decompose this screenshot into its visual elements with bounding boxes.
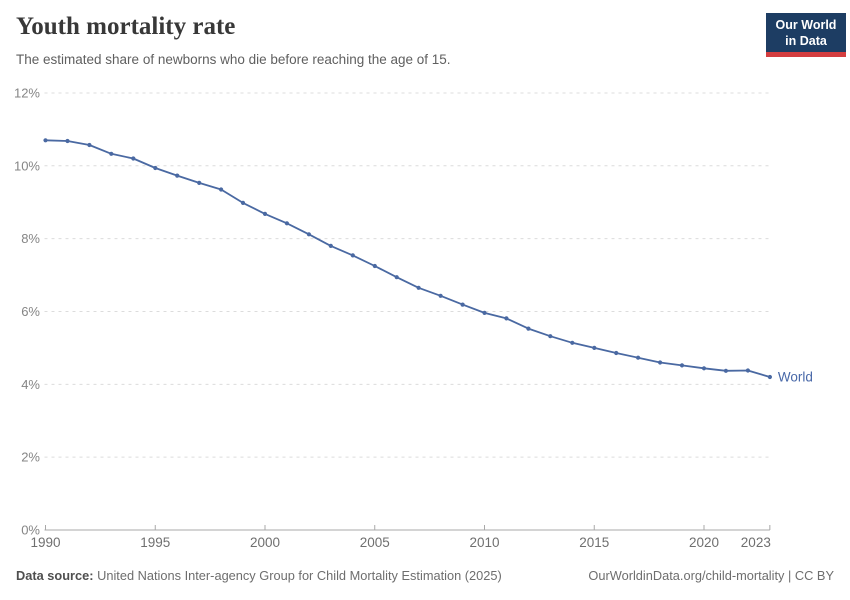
data-point-1999[interactable]: [240, 200, 246, 205]
data-source-text: United Nations Inter-agency Group for Ch…: [93, 568, 502, 583]
data-point-1991[interactable]: [65, 138, 70, 144]
data-point-1992[interactable]: [87, 142, 92, 148]
data-point-1993[interactable]: [109, 151, 114, 156]
data-point-2011[interactable]: [504, 316, 509, 321]
data-source-note: Data source: United Nations Inter-agency…: [16, 568, 502, 583]
data-point-2018[interactable]: [658, 360, 663, 365]
y-axis-tick-label: 8%: [21, 231, 40, 246]
y-axis-tick-label: 6%: [21, 304, 40, 319]
y-axis-tick-label: 10%: [14, 158, 40, 173]
y-axis-tick-label: 4%: [21, 377, 40, 392]
license-separator: |: [784, 568, 795, 583]
data-point-1995[interactable]: [153, 165, 158, 171]
data-point-2006[interactable]: [394, 275, 399, 280]
owid-url-link[interactable]: OurWorldinData.org/child-mortality: [588, 568, 785, 583]
data-point-2020[interactable]: [701, 366, 707, 371]
data-point-2009[interactable]: [460, 302, 465, 307]
data-point-2000[interactable]: [262, 211, 268, 216]
line-chart-plot-area[interactable]: 0% 2% 4% 6% 8% 10% 12% 1990 1995 2000 2005 2010 2015…: [0, 80, 850, 560]
data-point-2014[interactable]: [570, 340, 575, 345]
data-point-2005[interactable]: [372, 263, 377, 269]
x-axis-tick-label: 2015: [579, 535, 609, 550]
data-point-2017[interactable]: [636, 355, 641, 360]
x-axis-tick-label: 1990: [30, 535, 60, 550]
data-point-2019[interactable]: [679, 363, 685, 368]
x-axis-tick-label: 2020: [689, 535, 719, 550]
owid-logo-line2: in Data: [785, 34, 827, 48]
data-point-1998[interactable]: [219, 187, 224, 192]
chart-subtitle: The estimated share of newborns who die …: [16, 52, 451, 67]
x-axis-tick-label: 1995: [140, 535, 170, 550]
data-point-2022[interactable]: [745, 368, 751, 373]
data-point-1997[interactable]: [197, 180, 202, 185]
x-axis-tick-label: 2000: [250, 535, 280, 550]
data-point-1994[interactable]: [131, 156, 136, 161]
data-point-2004[interactable]: [350, 253, 355, 258]
data-point-2003[interactable]: [328, 243, 333, 248]
data-point-2010[interactable]: [482, 310, 487, 315]
data-point-2016[interactable]: [614, 350, 619, 356]
owid-logo[interactable]: Our World in Data: [766, 13, 846, 57]
license-badge: CC BY: [794, 568, 834, 583]
owid-logo-line1: Our World: [775, 18, 837, 32]
data-point-2001[interactable]: [284, 221, 289, 226]
x-axis-tick-label: 2005: [360, 535, 390, 550]
data-source-label: Data source:: [16, 568, 94, 583]
series-end-label: World: [778, 370, 813, 385]
data-point-2015[interactable]: [592, 345, 597, 350]
x-axis-tick-label: 2023: [741, 535, 771, 550]
y-axis-tick-label: 12%: [14, 85, 40, 100]
data-point-1996[interactable]: [175, 173, 180, 178]
data-point-2013[interactable]: [548, 334, 553, 339]
y-axis-tick-label: 2%: [21, 450, 40, 465]
data-point-1990[interactable]: [43, 138, 48, 143]
data-point-2023[interactable]: [767, 374, 773, 380]
chart-footer: Data source: United Nations Inter-agency…: [16, 568, 834, 583]
page-title: Youth mortality rate: [16, 13, 236, 40]
data-point-2007[interactable]: [416, 285, 421, 290]
data-point-2012[interactable]: [526, 326, 531, 331]
data-point-2002[interactable]: [306, 232, 311, 237]
data-line-world[interactable]: [44, 139, 771, 378]
y-axis-tick-label: 0%: [21, 523, 40, 538]
attribution: OurWorldinData.org/child-mortality | CC …: [588, 568, 834, 583]
data-point-2008[interactable]: [438, 293, 443, 298]
x-axis-tick-label: 2010: [469, 535, 499, 550]
data-point-2021[interactable]: [723, 368, 729, 373]
